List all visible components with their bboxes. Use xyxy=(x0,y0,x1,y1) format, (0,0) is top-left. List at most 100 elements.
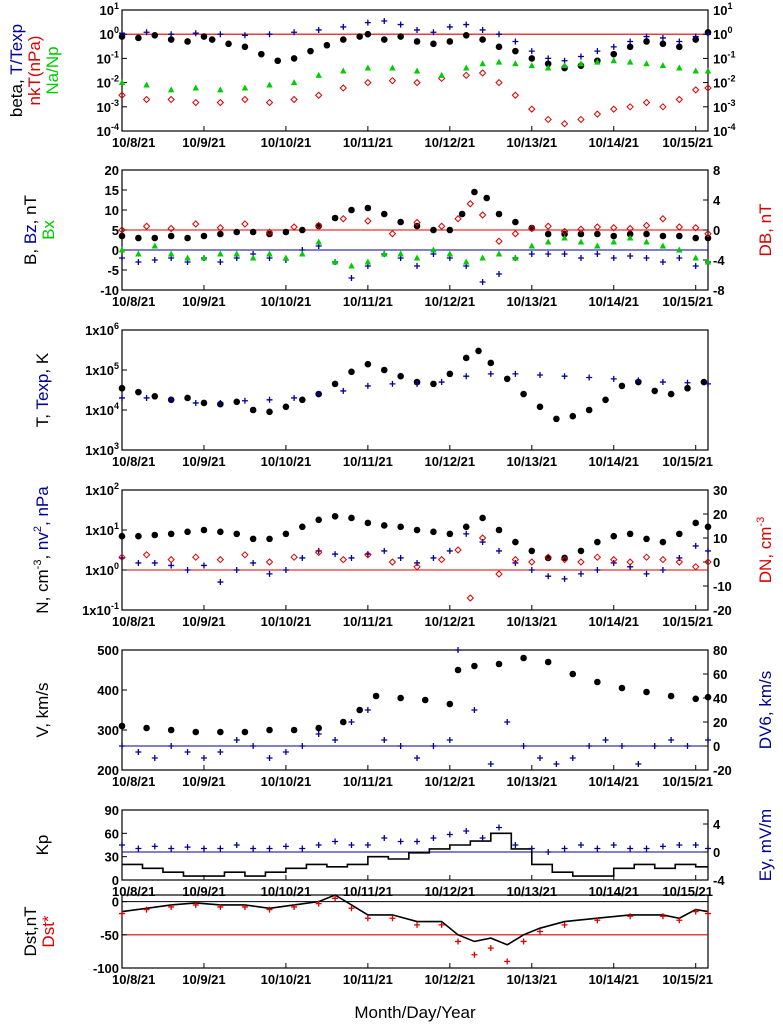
data-point-plus xyxy=(414,559,421,566)
plot-frame xyxy=(121,809,709,881)
data-point-plus xyxy=(414,921,421,928)
data-point-dot xyxy=(241,728,249,736)
data-point-dot xyxy=(569,670,577,678)
data-point-plus xyxy=(496,824,503,831)
data-point-dot xyxy=(594,678,601,686)
data-point-dot xyxy=(135,34,142,42)
data-point-diamond xyxy=(511,91,520,99)
x-axis-title: Month/Day/Year xyxy=(354,1003,476,1022)
x-tick-label: 10/12/21 xyxy=(425,294,476,309)
y-tick-label-right: 4 xyxy=(713,193,721,208)
data-point-dot xyxy=(585,406,593,414)
data-point-plus xyxy=(135,559,142,566)
data-point-plus xyxy=(561,845,568,852)
data-point-plus xyxy=(586,374,593,381)
y-tick-label: 10-2 xyxy=(97,74,119,91)
data-point-plus xyxy=(659,567,666,573)
y-tick-label: 30 xyxy=(105,850,119,865)
data-point-triangle xyxy=(512,254,519,261)
y-tick-label-right: 10-4 xyxy=(713,122,735,139)
data-point-plus xyxy=(545,573,552,580)
x-tick-label: 10/12/21 xyxy=(425,135,476,150)
x-tick-label: 10/9/21 xyxy=(182,884,225,899)
data-point-plus xyxy=(299,554,306,561)
x-tick-label: 10/13/21 xyxy=(506,135,557,150)
data-point-diamond xyxy=(118,91,126,99)
data-point-dot xyxy=(430,380,437,388)
data-point-plus xyxy=(430,835,437,841)
y-tick-label-right: 0 xyxy=(713,555,720,570)
data-point-triangle xyxy=(184,254,191,261)
data-point-dot xyxy=(475,347,482,355)
data-point-plus xyxy=(315,842,322,848)
data-point-triangle xyxy=(676,246,683,253)
data-point-plus xyxy=(610,43,617,50)
data-point-diamond xyxy=(388,76,397,85)
data-point-dot xyxy=(233,228,241,236)
y-axis-label: B, Bz, nT xyxy=(21,195,40,265)
data-point-triangle xyxy=(143,81,150,88)
data-point-dot xyxy=(471,662,478,670)
data-point-diamond xyxy=(495,237,503,245)
data-point-dot xyxy=(446,38,454,45)
x-tick-label: 10/15/21 xyxy=(662,972,713,987)
data-point-dot xyxy=(200,232,208,240)
data-point-plus xyxy=(496,271,503,277)
data-point-dot xyxy=(266,726,273,734)
data-point-dot xyxy=(143,724,150,732)
data-point-triangle xyxy=(151,242,158,249)
data-point-triangle xyxy=(135,250,142,257)
data-point-dot xyxy=(651,387,659,395)
data-point-dot xyxy=(380,366,388,374)
data-point-diamond xyxy=(544,222,552,230)
y-tick-label-right: 0 xyxy=(713,845,720,860)
y-tick-label-right: 10-2 xyxy=(713,74,735,91)
data-point-dot xyxy=(249,228,257,236)
data-point-diamond xyxy=(265,228,274,236)
data-point-diamond xyxy=(495,570,503,578)
data-point-diamond xyxy=(339,555,347,564)
data-point-diamond xyxy=(167,555,175,564)
data-point-plus xyxy=(569,755,576,761)
y-tick-label-right: 101 xyxy=(713,1,732,18)
data-point-plus xyxy=(692,263,699,269)
data-point-plus xyxy=(512,842,519,848)
data-point-plus xyxy=(119,910,125,917)
data-point-plus xyxy=(438,379,445,386)
data-point-dot xyxy=(659,40,667,48)
data-point-plus xyxy=(332,551,339,558)
plot-frame xyxy=(121,894,709,969)
data-point-dot xyxy=(151,234,159,242)
data-point-diamond xyxy=(216,224,225,232)
x-tick-label: 10/13/21 xyxy=(506,972,557,987)
data-point-dot xyxy=(167,530,175,538)
data-point-diamond xyxy=(495,78,503,87)
data-point-dot xyxy=(339,36,347,43)
data-point-plus xyxy=(241,32,248,39)
data-point-dot xyxy=(610,532,618,540)
data-point-diamond xyxy=(265,558,274,566)
y-axis-label: N, cm-3​, nv2​, nPa xyxy=(32,486,52,614)
y-axis-label-right: Ey, mV/m xyxy=(756,809,775,881)
data-point-dot xyxy=(704,234,712,242)
data-point-diamond xyxy=(364,551,372,559)
data-point-plus xyxy=(479,279,486,285)
data-point-diamond xyxy=(118,226,126,234)
data-point-dot xyxy=(602,396,609,404)
data-point-dot xyxy=(348,514,355,522)
data-point-dot xyxy=(643,230,650,238)
y-tick-label: 400 xyxy=(97,683,119,698)
y-axis-label-right: DB, nT xyxy=(756,204,775,257)
data-point-plus xyxy=(479,26,486,33)
data-point-diamond xyxy=(192,220,200,228)
data-point-diamond xyxy=(577,558,585,566)
x-tick-label: 10/15/21 xyxy=(662,294,713,309)
data-point-plus xyxy=(397,554,404,561)
data-point-dot xyxy=(626,530,634,538)
data-point-dot xyxy=(118,532,126,540)
data-point-plus xyxy=(577,53,584,60)
data-point-plus xyxy=(291,394,298,401)
data-point-dot xyxy=(208,36,216,43)
data-point-plus xyxy=(512,370,519,377)
data-point-triangle xyxy=(340,67,347,74)
